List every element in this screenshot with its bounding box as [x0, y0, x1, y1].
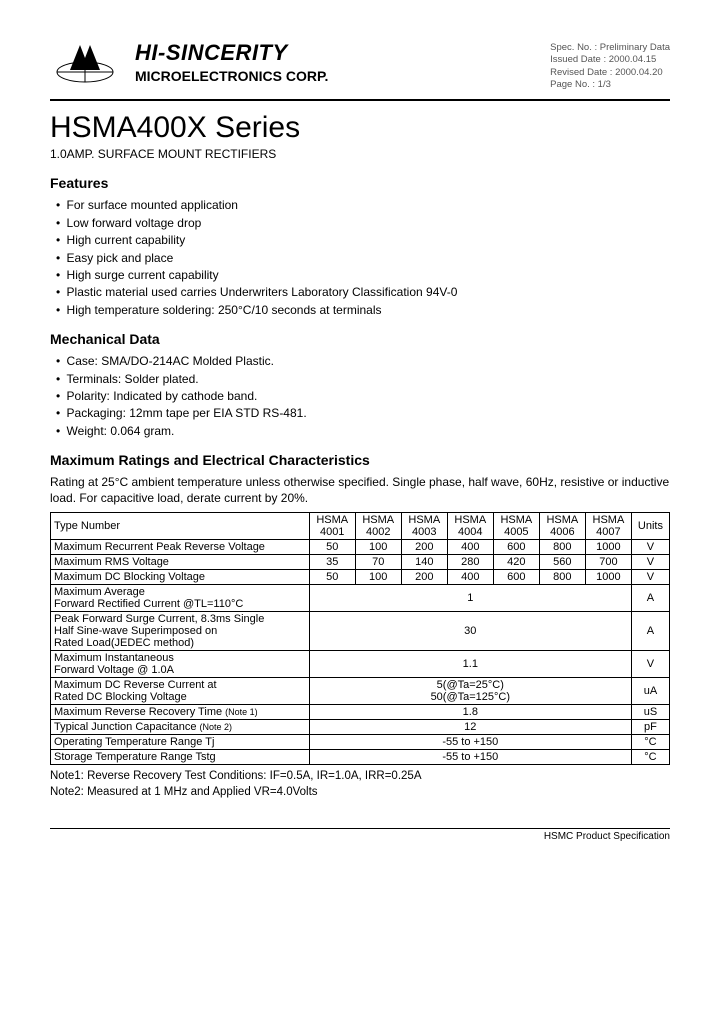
page-no: Page No. : 1/3: [550, 79, 670, 91]
type-number-header: Type Number: [51, 513, 310, 540]
value-cell: 35: [309, 555, 355, 570]
part-header: HSMA4006: [539, 513, 585, 540]
mechanical-heading: Mechanical Data: [50, 331, 670, 347]
value-cell: 200: [401, 570, 447, 585]
features-list: For surface mounted applicationLow forwa…: [50, 197, 670, 319]
ratings-heading: Maximum Ratings and Electrical Character…: [50, 452, 670, 468]
value-cell: 400: [447, 540, 493, 555]
part-header: HSMA4005: [493, 513, 539, 540]
ratings-table: Type NumberHSMA4001HSMA4002HSMA4003HSMA4…: [50, 512, 670, 765]
note-1: Note1: Reverse Recovery Test Conditions:…: [50, 769, 670, 785]
unit-cell: V: [631, 540, 669, 555]
company-logo: [50, 40, 120, 85]
value-cell: 420: [493, 555, 539, 570]
header: HI-SINCERITY MICROELECTRONICS CORP. Spec…: [50, 40, 670, 101]
merged-value-cell: 1.1: [309, 651, 631, 678]
value-cell: 200: [401, 540, 447, 555]
value-cell: 600: [493, 540, 539, 555]
value-cell: 280: [447, 555, 493, 570]
spec-info: Spec. No. : Preliminary Data Issued Date…: [550, 42, 670, 91]
value-cell: 70: [355, 555, 401, 570]
param-cell: Maximum InstantaneousForward Voltage @ 1…: [51, 651, 310, 678]
part-header: HSMA4003: [401, 513, 447, 540]
page-title: HSMA400X Series: [50, 111, 670, 145]
merged-value-cell: 12: [309, 720, 631, 735]
value-cell: 560: [539, 555, 585, 570]
feature-item: High current capability: [56, 232, 670, 249]
units-header: Units: [631, 513, 669, 540]
param-cell: Maximum DC Blocking Voltage: [51, 570, 310, 585]
spec-no: Spec. No. : Preliminary Data: [550, 42, 670, 54]
param-cell: Peak Forward Surge Current, 8.3ms Single…: [51, 612, 310, 651]
feature-item: Easy pick and place: [56, 250, 670, 267]
value-cell: 100: [355, 540, 401, 555]
unit-cell: A: [631, 612, 669, 651]
value-cell: 50: [309, 570, 355, 585]
merged-value-cell: 5(@Ta=25°C)50(@Ta=125°C): [309, 678, 631, 705]
unit-cell: A: [631, 585, 669, 612]
mechanical-item: Polarity: Indicated by cathode band.: [56, 388, 670, 405]
unit-cell: uA: [631, 678, 669, 705]
unit-cell: °C: [631, 750, 669, 765]
value-cell: 100: [355, 570, 401, 585]
feature-item: For surface mounted application: [56, 197, 670, 214]
merged-value-cell: -55 to +150: [309, 750, 631, 765]
merged-value-cell: -55 to +150: [309, 735, 631, 750]
value-cell: 700: [585, 555, 631, 570]
unit-cell: V: [631, 651, 669, 678]
value-cell: 140: [401, 555, 447, 570]
company-subname: MICROELECTRONICS CORP.: [135, 68, 550, 84]
footer-text: HSMC Product Specification: [544, 831, 670, 842]
part-header: HSMA4002: [355, 513, 401, 540]
param-cell: Maximum DC Reverse Current atRated DC Bl…: [51, 678, 310, 705]
revised-date: Revised Date : 2000.04.20: [550, 67, 670, 79]
features-heading: Features: [50, 175, 670, 191]
param-cell: Maximum Reverse Recovery Time (Note 1): [51, 705, 310, 720]
value-cell: 800: [539, 570, 585, 585]
company-block: HI-SINCERITY MICROELECTRONICS CORP.: [135, 40, 550, 84]
param-cell: Operating Temperature Range Tj: [51, 735, 310, 750]
value-cell: 400: [447, 570, 493, 585]
footer: HSMC Product Specification: [50, 828, 670, 842]
company-name: HI-SINCERITY: [135, 40, 550, 66]
feature-item: Plastic material used carries Underwrite…: [56, 284, 670, 301]
param-cell: Storage Temperature Range Tstg: [51, 750, 310, 765]
value-cell: 1000: [585, 570, 631, 585]
feature-item: High surge current capability: [56, 267, 670, 284]
param-cell: Maximum Recurrent Peak Reverse Voltage: [51, 540, 310, 555]
mechanical-item: Weight: 0.064 gram.: [56, 423, 670, 440]
unit-cell: uS: [631, 705, 669, 720]
merged-value-cell: 1.8: [309, 705, 631, 720]
issued-date: Issued Date : 2000.04.15: [550, 54, 670, 66]
param-cell: Typical Junction Capacitance (Note 2): [51, 720, 310, 735]
mechanical-list: Case: SMA/DO-214AC Molded Plastic.Termin…: [50, 353, 670, 440]
part-header: HSMA4004: [447, 513, 493, 540]
mechanical-item: Case: SMA/DO-214AC Molded Plastic.: [56, 353, 670, 370]
value-cell: 1000: [585, 540, 631, 555]
value-cell: 600: [493, 570, 539, 585]
note-2: Note2: Measured at 1 MHz and Applied VR=…: [50, 785, 670, 801]
param-cell: Maximum RMS Voltage: [51, 555, 310, 570]
feature-item: Low forward voltage drop: [56, 215, 670, 232]
unit-cell: V: [631, 555, 669, 570]
notes-block: Note1: Reverse Recovery Test Conditions:…: [50, 769, 670, 800]
unit-cell: °C: [631, 735, 669, 750]
merged-value-cell: 1: [309, 585, 631, 612]
value-cell: 50: [309, 540, 355, 555]
param-cell: Maximum AverageForward Rectified Current…: [51, 585, 310, 612]
ratings-intro: Rating at 25°C ambient temperature unles…: [50, 474, 670, 506]
mechanical-item: Terminals: Solder plated.: [56, 371, 670, 388]
merged-value-cell: 30: [309, 612, 631, 651]
value-cell: 800: [539, 540, 585, 555]
unit-cell: V: [631, 570, 669, 585]
mechanical-item: Packaging: 12mm tape per EIA STD RS-481.: [56, 405, 670, 422]
part-header: HSMA4007: [585, 513, 631, 540]
page-subtitle: 1.0AMP. SURFACE MOUNT RECTIFIERS: [50, 147, 670, 161]
unit-cell: pF: [631, 720, 669, 735]
part-header: HSMA4001: [309, 513, 355, 540]
feature-item: High temperature soldering: 250°C/10 sec…: [56, 302, 670, 319]
